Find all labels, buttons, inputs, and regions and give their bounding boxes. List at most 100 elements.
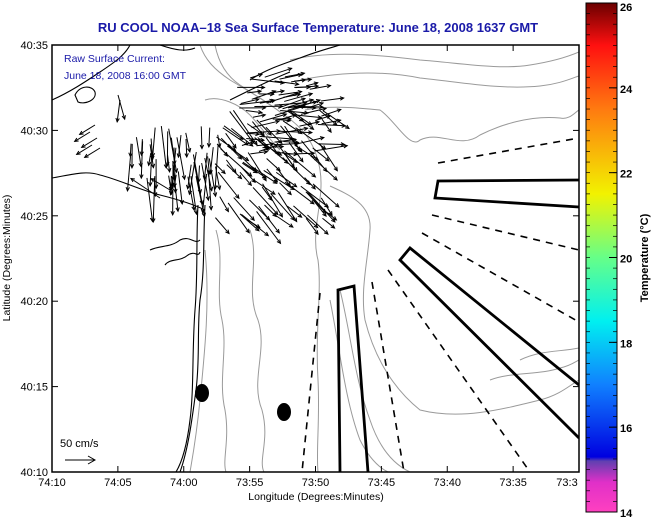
current-vector	[320, 197, 333, 217]
current-vector	[247, 129, 282, 134]
current-vector	[215, 217, 230, 235]
current-vector	[190, 176, 199, 216]
dashed-line-1	[437, 137, 579, 164]
current-vector	[227, 202, 250, 234]
current-vector	[294, 84, 312, 90]
current-vector	[149, 144, 156, 169]
current-vector	[252, 178, 276, 195]
current-vector	[262, 183, 283, 218]
x-tick-label: 73:40	[433, 477, 461, 489]
current-vector	[239, 171, 253, 187]
current-annotation-line2: June 18, 2008 16:00 GMT	[64, 70, 187, 82]
current-vector	[135, 137, 143, 168]
current-vector	[139, 139, 144, 157]
current-vector	[78, 124, 96, 136]
current-vector	[301, 140, 328, 173]
y-axis: 40:35 40:30 40:25 40:20 40:15 40:10	[20, 40, 579, 479]
current-vector	[276, 118, 292, 123]
current-vector	[288, 109, 315, 131]
bathy-contour-3	[299, 72, 579, 88]
current-vector	[312, 183, 340, 208]
current-vector	[321, 118, 332, 134]
current-vector	[283, 92, 302, 98]
x-tick-label: 73:50	[302, 477, 330, 489]
coastline-north	[52, 45, 131, 101]
channel-box-south	[336, 284, 370, 472]
bathy-contour-7	[249, 229, 266, 472]
y-tick-label: 40:20	[20, 296, 48, 308]
current-vector	[80, 137, 98, 149]
map-background	[52, 45, 579, 472]
current-vector	[258, 205, 280, 234]
current-vector	[147, 152, 152, 167]
current-vector	[275, 171, 298, 188]
current-vector	[261, 186, 273, 202]
dashed-line-4	[387, 269, 531, 472]
current-vector	[172, 174, 177, 189]
current-vector	[201, 162, 210, 202]
coastline-upper-shelf	[229, 71, 291, 101]
current-vector	[276, 142, 298, 173]
colorbar: 26 24 22 20 18 16 14 Temperature (°C)	[585, 2, 651, 518]
current-vector	[129, 143, 135, 169]
current-vector	[233, 197, 255, 222]
bathy-contour-11	[519, 347, 579, 361]
current-vector	[257, 137, 289, 165]
current-vector	[148, 154, 153, 188]
figure-title: RU COOL NOAA–18 Sea Surface Temperature:…	[98, 20, 538, 35]
current-vector	[259, 98, 277, 104]
current-vector	[172, 164, 180, 213]
current-vector	[213, 145, 219, 191]
current-vector	[245, 109, 264, 115]
current-vector	[295, 127, 327, 150]
current-vector	[208, 158, 218, 198]
current-vector	[300, 185, 330, 208]
coastline-lake	[74, 86, 96, 104]
current-vector	[232, 110, 258, 146]
current-vector	[217, 134, 222, 149]
current-vector	[291, 78, 307, 83]
current-vector	[271, 89, 286, 94]
current-vector	[284, 151, 316, 156]
current-vector	[309, 83, 332, 90]
current-vector	[83, 147, 101, 159]
colorbar-tick-label: 16	[620, 423, 632, 435]
current-vector	[225, 159, 237, 174]
current-vector	[252, 113, 267, 118]
coastline-hook-2	[175, 204, 199, 472]
current-vector	[256, 119, 272, 136]
y-tick-label: 40:15	[20, 382, 48, 394]
channel-box-southeast	[398, 246, 579, 439]
current-vector	[146, 177, 155, 223]
current-vector	[128, 143, 133, 158]
current-vector	[193, 161, 204, 206]
current-vector	[272, 213, 294, 228]
current-vector	[256, 211, 282, 245]
current-vector	[247, 89, 263, 94]
coastline-barrier	[249, 45, 341, 81]
current-vector	[217, 171, 240, 200]
colorbar-tick-label: 14	[620, 508, 633, 518]
current-vector	[246, 123, 264, 136]
bathy-contour-4	[304, 106, 579, 143]
coastline-hook	[179, 204, 206, 472]
dashed-boundaries	[301, 137, 579, 472]
channel-box-east	[433, 178, 579, 209]
current-vector	[282, 98, 315, 110]
current-vector	[231, 128, 254, 147]
current-vector	[312, 147, 330, 162]
current-vector	[250, 149, 269, 155]
current-vector	[187, 151, 197, 196]
current-vector	[275, 166, 291, 187]
current-vector	[239, 213, 260, 232]
current-vector	[167, 154, 172, 174]
current-vector	[305, 217, 319, 236]
current-vector	[284, 92, 314, 102]
current-vector	[206, 127, 212, 148]
marker-1	[195, 384, 209, 402]
coastline-inlet	[149, 238, 201, 266]
current-vector	[292, 111, 313, 126]
y-tick-label: 40:30	[20, 125, 48, 137]
bathy-contour-6	[215, 229, 228, 472]
